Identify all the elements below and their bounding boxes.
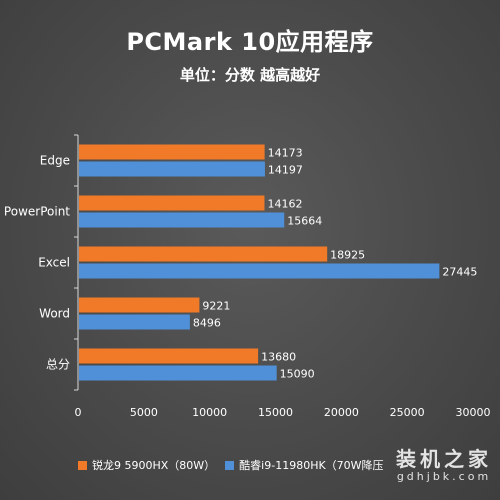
data-label: 15090 bbox=[280, 368, 315, 381]
data-label: 14173 bbox=[268, 147, 303, 160]
legend-label-amd: 锐龙9 5900HX（80W） bbox=[92, 459, 216, 472]
x-tick-label: 25000 bbox=[390, 406, 425, 419]
x-tick-label: 10000 bbox=[192, 406, 227, 419]
bar bbox=[79, 212, 285, 228]
bar bbox=[79, 144, 265, 160]
data-label: 8496 bbox=[193, 317, 221, 330]
legend-item-amd: 锐龙9 5900HX（80W） bbox=[78, 457, 215, 473]
data-label: 14162 bbox=[267, 198, 302, 211]
legend-swatch-amd bbox=[78, 460, 87, 470]
category-label: 总分 bbox=[46, 358, 70, 372]
bar bbox=[79, 297, 200, 313]
data-label: 14197 bbox=[268, 164, 303, 177]
data-label: 13680 bbox=[261, 351, 296, 364]
bar bbox=[79, 263, 440, 279]
legend-swatch-intel bbox=[225, 460, 235, 470]
x-tick-label: 30000 bbox=[456, 406, 491, 419]
data-label: 18925 bbox=[330, 249, 365, 262]
legend-item-intel: 酷睿i9-11980HK（70W降压 bbox=[225, 457, 384, 473]
bar bbox=[79, 246, 328, 262]
legend: 锐龙9 5900HX（80W） 酷睿i9-11980HK（70W降压 bbox=[78, 455, 384, 475]
watermark-logo: 装机之家 gdhjbk.com bbox=[396, 448, 492, 484]
x-tick-label: 15000 bbox=[258, 406, 293, 419]
x-tick-label: 20000 bbox=[324, 406, 359, 419]
category-label: Edge bbox=[40, 154, 70, 168]
category-label: Word bbox=[39, 307, 70, 321]
bar bbox=[79, 348, 259, 364]
data-label: 9221 bbox=[202, 300, 230, 313]
bar bbox=[79, 314, 190, 330]
x-tick-label: 5000 bbox=[130, 406, 158, 419]
watermark-url-text: gdhjbk.com bbox=[396, 470, 492, 483]
data-label: 15664 bbox=[287, 215, 322, 228]
category-label: PowerPoint bbox=[4, 205, 70, 219]
legend-label-intel: 酷睿i9-11980HK（70W降压 bbox=[239, 459, 384, 472]
watermark-main-text: 装机之家 bbox=[396, 447, 492, 471]
category-label: Excel bbox=[38, 256, 70, 270]
bar bbox=[79, 365, 277, 381]
data-label: 27445 bbox=[442, 266, 477, 279]
bar bbox=[79, 161, 265, 177]
chart-subtitle: 单位：分数 越高越好 bbox=[179, 66, 321, 84]
bar bbox=[79, 195, 265, 211]
x-tick-label: 0 bbox=[75, 406, 82, 419]
chart-title: PCMark 10应用程序 bbox=[126, 28, 374, 56]
